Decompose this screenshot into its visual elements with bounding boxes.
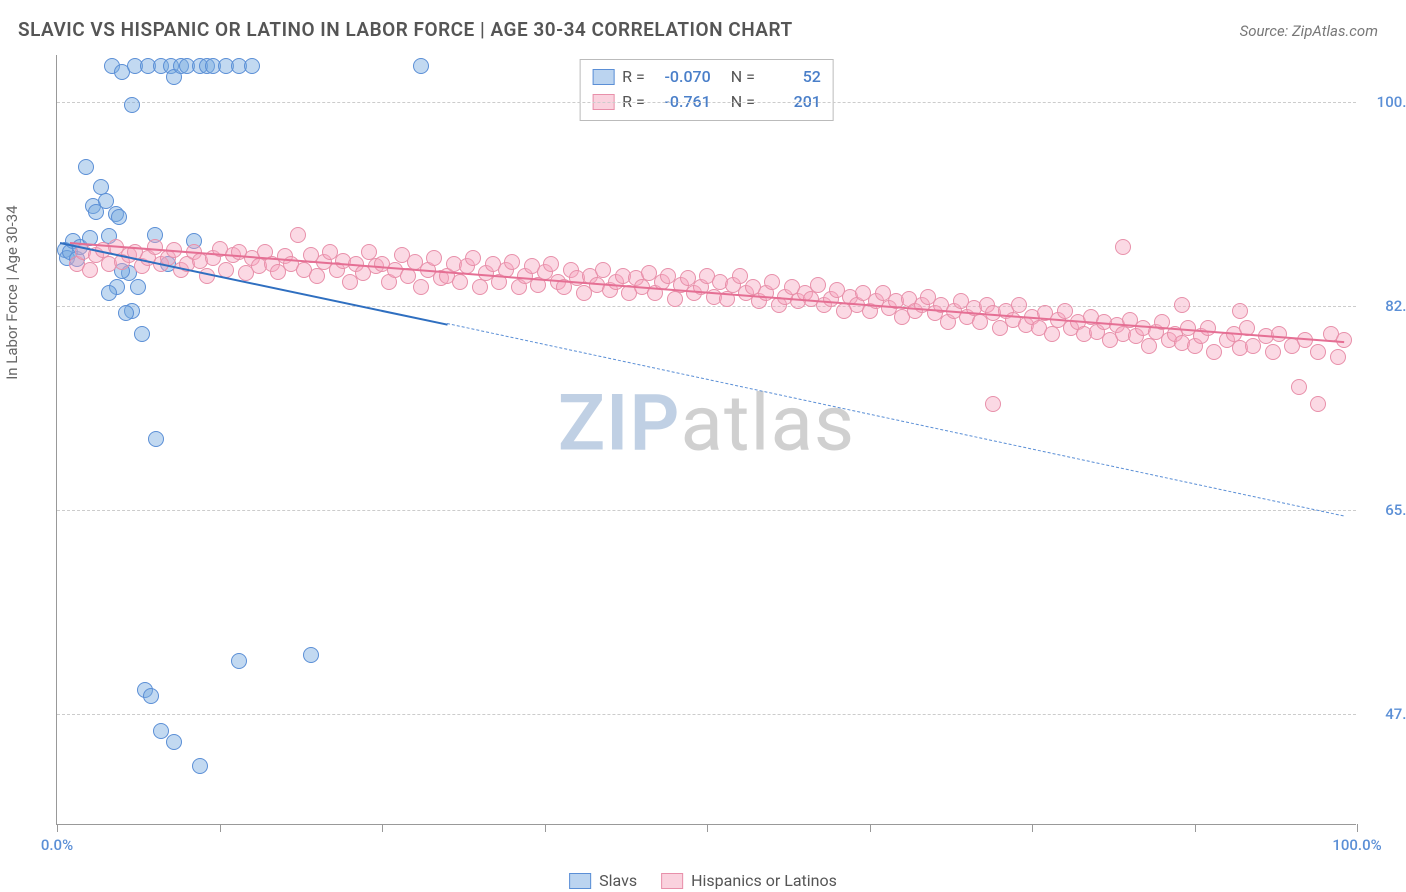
series-legend-hispanics: Hispanics or Latinos bbox=[661, 871, 837, 890]
data-point bbox=[764, 274, 780, 290]
data-point bbox=[1310, 344, 1326, 360]
x-tick bbox=[1357, 824, 1358, 832]
data-point bbox=[1141, 338, 1157, 354]
data-point bbox=[166, 734, 182, 750]
data-point bbox=[1200, 320, 1216, 336]
plot-area: ZIPatlas R = -0.070 N = 52 R = -0.761 N … bbox=[56, 55, 1356, 825]
data-point bbox=[595, 262, 611, 278]
data-point bbox=[148, 431, 164, 447]
data-point bbox=[452, 274, 468, 290]
swatch-blue-icon bbox=[592, 69, 614, 85]
y-tick-label: 65.0% bbox=[1385, 501, 1406, 519]
legend-r-value-slavs: -0.070 bbox=[653, 65, 711, 90]
data-point bbox=[143, 688, 159, 704]
data-point bbox=[153, 723, 169, 739]
data-point bbox=[732, 268, 748, 284]
trend-line bbox=[70, 242, 1344, 343]
swatch-pink-icon bbox=[661, 873, 683, 889]
x-tick bbox=[545, 824, 546, 832]
data-point bbox=[472, 279, 488, 295]
chart-area: In Labor Force | Age 30-34 ZIPatlas R = … bbox=[18, 55, 1388, 860]
data-point bbox=[192, 758, 208, 774]
data-point bbox=[147, 239, 163, 255]
data-point bbox=[1265, 344, 1281, 360]
data-point bbox=[1271, 326, 1287, 342]
x-tick bbox=[707, 824, 708, 832]
data-point bbox=[309, 268, 325, 284]
data-point bbox=[82, 262, 98, 278]
series-legend-slavs: Slavs bbox=[569, 871, 637, 890]
legend-n-value-slavs: 52 bbox=[763, 65, 821, 90]
data-point bbox=[78, 159, 94, 175]
series-label-slavs: Slavs bbox=[599, 871, 637, 890]
data-point bbox=[118, 305, 134, 321]
gridline bbox=[57, 714, 1356, 715]
x-tick bbox=[220, 824, 221, 832]
y-tick-label: 100.0% bbox=[1377, 93, 1406, 111]
data-point bbox=[244, 58, 260, 74]
y-tick-label: 47.5% bbox=[1385, 705, 1406, 723]
data-point bbox=[413, 279, 429, 295]
legend-r-label: R = bbox=[622, 65, 645, 90]
x-tick bbox=[870, 824, 871, 832]
gridline bbox=[57, 510, 1356, 511]
chart-title: SLAVIC VS HISPANIC OR LATINO IN LABOR FO… bbox=[18, 18, 793, 41]
data-point bbox=[426, 250, 442, 266]
data-point bbox=[504, 254, 520, 270]
series-label-hispanics: Hispanics or Latinos bbox=[691, 871, 837, 890]
data-point bbox=[1330, 349, 1346, 365]
y-axis-label: In Labor Force | Age 30-34 bbox=[3, 205, 21, 379]
data-point bbox=[1291, 379, 1307, 395]
data-point bbox=[101, 285, 117, 301]
legend-n-label: N = bbox=[731, 65, 755, 90]
data-point bbox=[1174, 297, 1190, 313]
data-point bbox=[1011, 297, 1027, 313]
x-tick bbox=[1195, 824, 1196, 832]
data-point bbox=[1206, 344, 1222, 360]
swatch-blue-icon bbox=[569, 873, 591, 889]
data-point bbox=[985, 396, 1001, 412]
chart-header: SLAVIC VS HISPANIC OR LATINO IN LABOR FO… bbox=[0, 0, 1406, 53]
series-legend: Slavs Hispanics or Latinos bbox=[569, 871, 837, 890]
data-point bbox=[413, 58, 429, 74]
x-tick-label: 100.0% bbox=[1332, 836, 1381, 854]
data-point bbox=[1115, 239, 1131, 255]
data-point bbox=[124, 97, 140, 113]
gridline bbox=[57, 306, 1356, 307]
source-label: Source: ZipAtlas.com bbox=[1240, 22, 1378, 40]
data-point bbox=[1057, 303, 1073, 319]
data-point bbox=[465, 250, 481, 266]
data-point bbox=[134, 326, 150, 342]
gridline bbox=[57, 102, 1356, 103]
x-tick bbox=[1032, 824, 1033, 832]
x-tick bbox=[57, 824, 58, 832]
data-point bbox=[303, 647, 319, 663]
data-point bbox=[543, 256, 559, 272]
correlation-legend: R = -0.070 N = 52 R = -0.761 N = 201 bbox=[579, 59, 834, 121]
data-point bbox=[130, 279, 146, 295]
legend-row-slavs: R = -0.070 N = 52 bbox=[592, 65, 821, 90]
data-point bbox=[111, 209, 127, 225]
data-point bbox=[1232, 303, 1248, 319]
data-point bbox=[810, 277, 826, 293]
data-point bbox=[231, 653, 247, 669]
data-point bbox=[290, 227, 306, 243]
x-tick-label: 0.0% bbox=[41, 836, 73, 854]
x-tick bbox=[382, 824, 383, 832]
watermark: ZIPatlas bbox=[558, 379, 855, 470]
data-point bbox=[1310, 396, 1326, 412]
y-tick-label: 82.5% bbox=[1385, 297, 1406, 315]
data-point bbox=[1044, 326, 1060, 342]
watermark-zip: ZIP bbox=[558, 379, 681, 470]
data-point bbox=[667, 291, 683, 307]
